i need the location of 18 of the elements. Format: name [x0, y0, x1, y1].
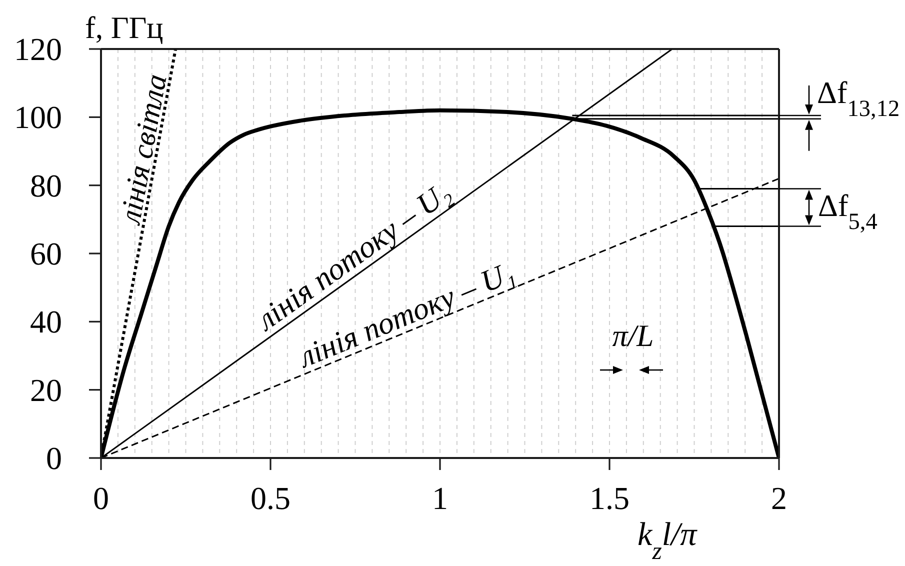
y-tick-label: 80	[30, 167, 62, 204]
y-tick-label: 100	[14, 99, 62, 136]
y-tick-label: 20	[30, 372, 62, 408]
text: Δf$_{5,4}$	[818, 188, 878, 235]
x-tick-label: 1.5	[590, 480, 630, 516]
x-axis-title: k$_{z}$l/π	[638, 517, 698, 564]
y-axis-title: f, ГГц	[85, 10, 164, 45]
x-tick-label: 0.5	[250, 480, 290, 516]
y-tick-label: 60	[30, 236, 62, 272]
y-tick-label: 0	[46, 440, 62, 476]
x-tick-label: 0	[93, 480, 109, 516]
text: Δf$_{13,12}$	[817, 75, 900, 122]
text: лінія світла	[113, 72, 173, 228]
annotation: π/L	[612, 318, 654, 353]
y-tick-label: 120	[14, 31, 62, 67]
y-tick-label: 40	[30, 304, 62, 340]
x-tick-label: 2	[771, 480, 787, 516]
x-tick-label: 1	[432, 480, 448, 516]
